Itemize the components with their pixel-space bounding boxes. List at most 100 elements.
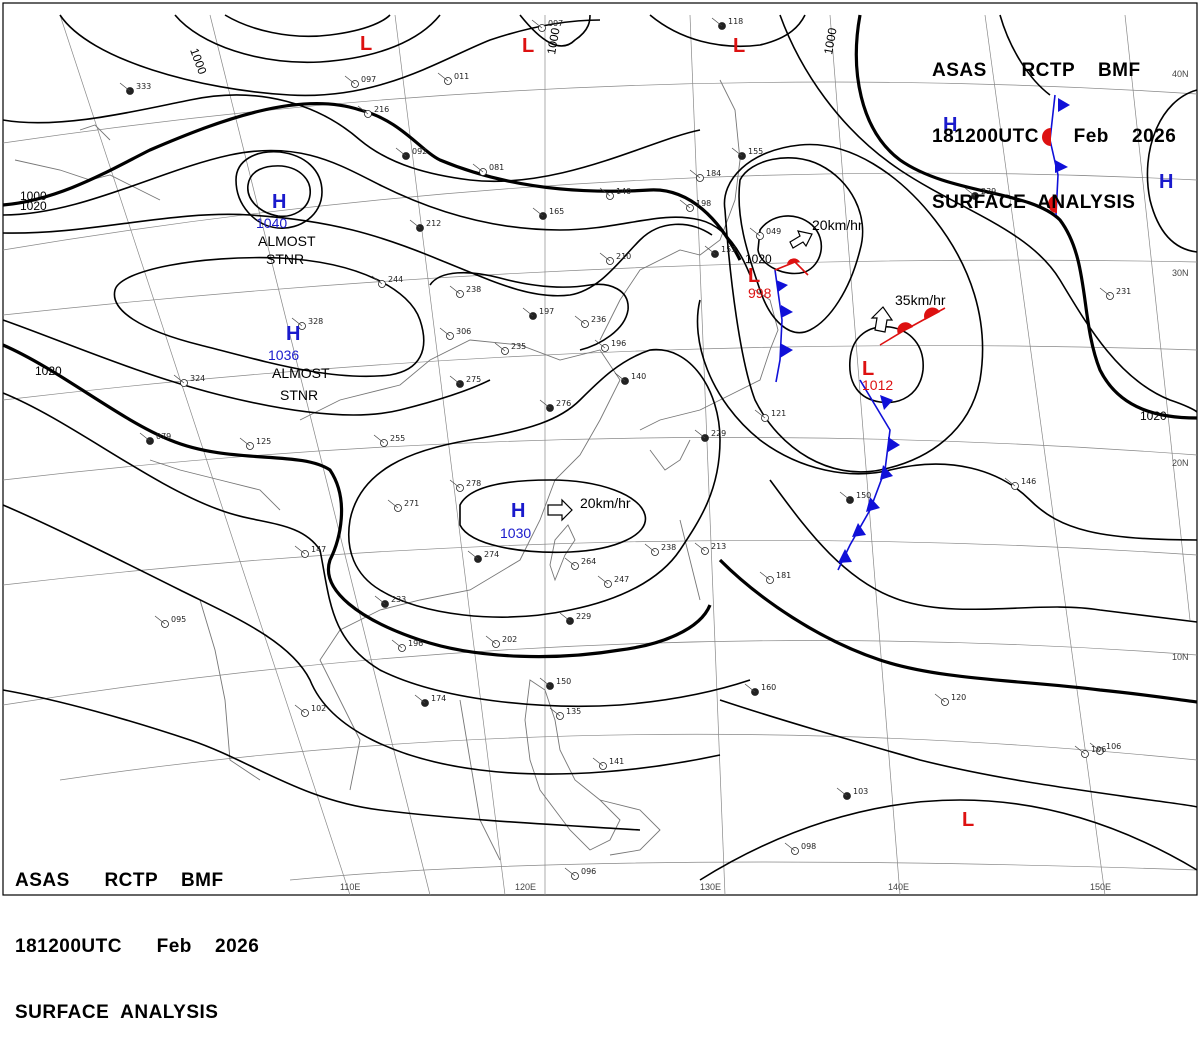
station-plot: 239 [964,187,996,200]
center-pressure-value: 1040 [256,215,287,231]
station-pressure-label: 210 [616,252,631,261]
footer-line-3: SURFACE ANALYSIS [15,1002,219,1023]
station-pressure-label: 147 [311,545,326,554]
station-plot: 120 [934,693,966,706]
station-plot: 255 [373,434,405,447]
isobar-value-label: 1000 [20,189,47,203]
station-pressure-label: 146 [1021,477,1036,486]
weather-map: 333 011 216 092 081 140 165 184 198 212 244 238 197 2… [2,2,1198,896]
fronts [774,94,1070,571]
station-pressure-label: 096 [581,867,596,876]
station-pressure-label: 236 [591,315,606,324]
station-pressure-label: 328 [308,317,323,326]
station-pressure-label: 011 [454,72,469,81]
center-motion-speed: 20km/hr [812,217,863,233]
station-pressure-label: 229 [576,612,591,621]
station-pressure-label: 306 [456,327,471,336]
high-pressure-symbol: H [286,323,300,345]
station-plot: 238 [644,543,676,556]
station-plot: 197 [522,307,554,320]
motion-arrow-l1012 [870,306,894,333]
station-pressure-label: 049 [766,227,781,236]
station-plot: 328 [291,317,323,330]
station-plot: 153 [704,245,736,258]
station-plot: 150 [839,491,871,504]
station-plot: 244 [371,275,403,288]
station-plot: 095 [154,615,186,628]
station-pressure-label: 095 [171,615,186,624]
station-plot: 141 [592,757,624,770]
station-plot: 165 [532,207,564,220]
lat-label: 10N [1172,652,1189,662]
station-pressure-label: 106 [1106,742,1121,751]
station-plot: 011 [437,72,469,85]
isobar-value-label: 1000 [821,26,839,55]
station-pressure-label: 092 [412,147,427,156]
header-line-1: ASAS RCTP BMF [932,60,1141,81]
low-pressure-symbol: L [962,809,974,831]
center-motion-note: ALMOST [258,233,316,249]
station-pressure-label: 233 [391,595,406,604]
station-pressure-label: 106 [1091,745,1106,754]
station-plot: 096 [564,867,596,880]
station-plot: 264 [564,557,596,570]
station-pressure-label: 079 [156,432,171,441]
cold-front-2 [837,379,891,571]
station-pressure-label: 238 [466,285,481,294]
station-pressure-label: 102 [311,704,326,713]
station-pressure-label: 213 [711,542,726,551]
station-plot: 155 [731,147,763,160]
station-plot: 274 [467,550,499,563]
station-plot: 196 [391,639,423,652]
header-line-2: 181200UTC Feb 2026 [932,126,1177,147]
station-plot: 216 [357,105,389,118]
center-pressure-value: 1030 [500,525,531,541]
footer-line-1: ASAS RCTP BMF [15,870,224,891]
lat-label: 20N [1172,458,1189,468]
station-plot: 098 [784,842,816,855]
station-plot: 147 [294,545,326,558]
coastlines [14,79,779,861]
lon-label: 130E [700,882,721,892]
station-plot: 181 [759,571,791,584]
station-plot: 174 [414,694,446,707]
isobars [2,14,1198,881]
low-pressure-symbol: L [733,35,745,57]
station-plot: 135 [549,707,581,720]
station-pressure-label: 140 [616,187,631,196]
station-plot: 229 [694,429,726,442]
high-pressure-symbol: H [272,191,286,213]
motion-arrow-l998 [789,230,813,249]
high-pressure-symbol: H [511,500,525,522]
station-plot: 306 [439,327,471,340]
high-pressure-symbol: H [1159,171,1173,193]
station-plot: 146 [1004,477,1036,490]
station-plots: 333 011 216 092 081 140 165 184 198 212 244 238 197 2… [119,17,1131,880]
lat-label: 40N [1172,69,1189,79]
station-plot: 212 [409,219,441,232]
station-pressure-label: 103 [853,787,868,796]
high-pressure-symbol: H [943,114,957,136]
station-plot: 106 [1089,742,1121,755]
station-plot: 097 [531,19,563,32]
station-pressure-label: 247 [614,575,629,584]
station-plot: 184 [689,169,721,182]
station-plot: 081 [472,163,504,176]
footer-block: ASAS RCTP BMF 181200UTC Feb 2026 SURFACE… [15,826,259,1046]
cold-front-1 [774,269,783,383]
station-plot: 229 [559,612,591,625]
station-plot: 231 [1099,287,1131,300]
lon-label: 150E [1090,882,1111,892]
station-plot: 150 [539,677,571,690]
station-pressure-label: 196 [408,639,423,648]
station-pressure-label: 181 [776,571,791,580]
station-plot: 140 [614,372,646,385]
station-pressure-label: 174 [431,694,446,703]
station-plot: 198 [679,199,711,212]
center-motion-speed: 20km/hr [580,495,631,511]
station-plot: 079 [139,432,171,445]
station-plot: 236 [574,315,606,328]
lon-label: 140E [888,882,909,892]
station-pressure-label: 271 [404,499,419,508]
station-plot: 202 [485,635,517,648]
